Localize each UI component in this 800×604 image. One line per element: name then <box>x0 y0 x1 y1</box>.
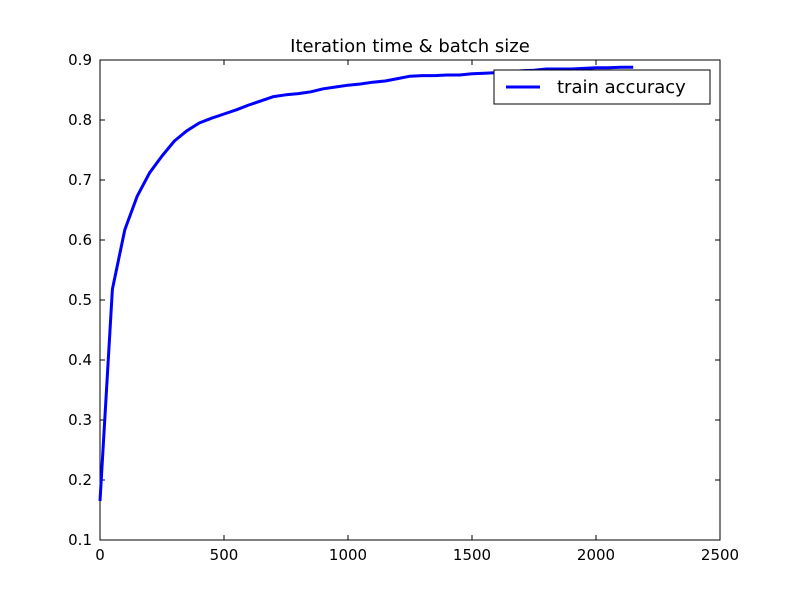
x-tick-label: 2500 <box>701 546 739 564</box>
y-axis: 0.1 0.2 0.3 0.4 0.5 0.6 0.7 0.8 0.9 <box>68 51 720 549</box>
x-tick-label: 1000 <box>329 546 367 564</box>
legend: train accuracy <box>493 69 711 105</box>
x-tick-label: 1500 <box>453 546 491 564</box>
y-tick-label: 0.6 <box>68 231 92 249</box>
series-layer <box>98 65 634 502</box>
x-tick-label: 2000 <box>577 546 615 564</box>
x-tick-label: 0 <box>95 546 105 564</box>
y-tick-label: 0.1 <box>68 531 92 549</box>
y-tick-label: 0.2 <box>68 471 92 489</box>
y-tick-label: 0.9 <box>68 51 92 69</box>
series-line-train-accuracy <box>98 65 634 502</box>
y-tick-label: 0.5 <box>68 291 92 309</box>
plot-area <box>99 59 721 541</box>
y-tick-label: 0.3 <box>68 411 92 429</box>
legend-label: train accuracy <box>557 77 686 98</box>
y-tick-label: 0.4 <box>68 351 92 369</box>
x-axis: 0 500 1000 1500 2000 2500 <box>95 60 739 564</box>
y-tick-label: 0.8 <box>68 111 92 129</box>
chart-title: Iteration time & batch size <box>290 36 530 57</box>
x-tick-label: 500 <box>210 546 239 564</box>
y-tick-label: 0.7 <box>68 171 92 189</box>
